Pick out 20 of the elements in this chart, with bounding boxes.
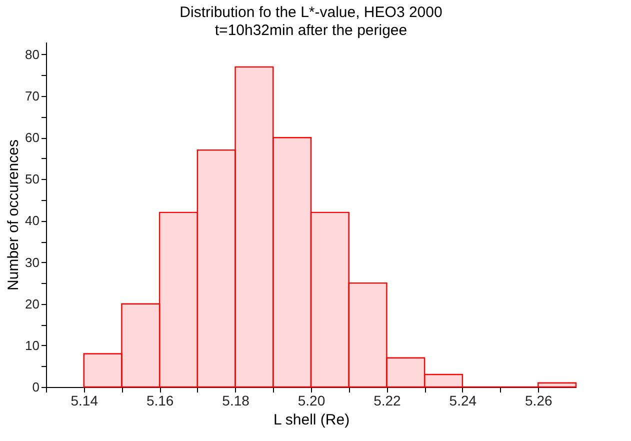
x-tick-label: 5.24 [449, 392, 477, 408]
y-tick-label: 20 [25, 296, 40, 312]
x-tick-label: 5.26 [525, 392, 552, 408]
y-tick-label: 40 [25, 213, 40, 228]
y-axis-title: Number of occurences [5, 140, 22, 290]
y-tick-label: 70 [25, 88, 40, 104]
x-tick-label: 5.18 [222, 392, 250, 408]
y-tick-label: 0 [32, 380, 40, 394]
y-tick-label: 10 [25, 338, 40, 353]
x-tick-label: 5.14 [70, 392, 98, 408]
x-tick-label: 5.16 [146, 392, 174, 408]
chart-subtitle: t=10h32min after the perigee [214, 22, 408, 39]
x-tick-label: 5.22 [374, 392, 402, 408]
x-axis-title: L shell (Re) [273, 412, 350, 428]
y-tick-label: 80 [25, 46, 40, 62]
chart-title: Distribution fo the L*-value, HEO3 2000 [180, 4, 442, 21]
x-tick-label: 5.20 [298, 392, 326, 408]
y-tick-label: 60 [25, 130, 40, 146]
y-tick-label: 50 [25, 172, 40, 187]
y-tick-label: 30 [25, 254, 40, 270]
